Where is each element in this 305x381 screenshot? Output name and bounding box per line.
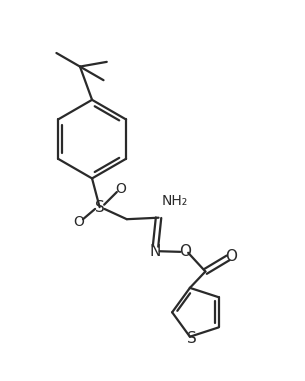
Text: O: O	[115, 182, 126, 196]
Text: N: N	[150, 244, 161, 259]
Text: S: S	[95, 200, 105, 215]
Text: O: O	[179, 244, 191, 259]
Text: O: O	[225, 249, 237, 264]
Text: NH₂: NH₂	[162, 194, 188, 208]
Text: O: O	[73, 215, 84, 229]
Text: S: S	[187, 331, 196, 346]
